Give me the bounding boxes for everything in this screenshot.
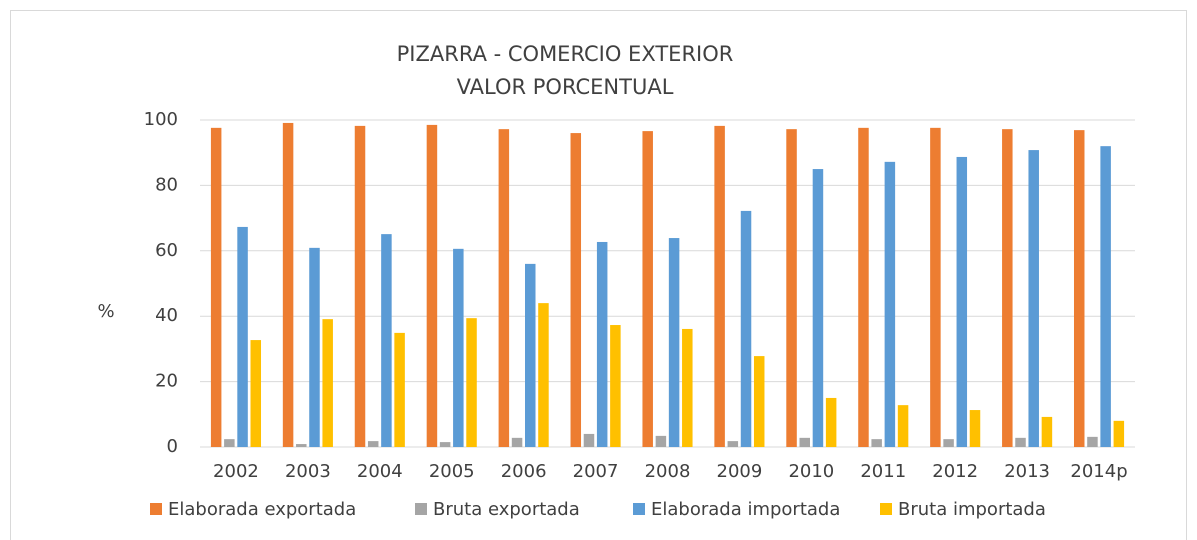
bar — [799, 437, 810, 447]
legend-swatch — [880, 503, 892, 515]
bar — [1113, 420, 1125, 447]
legend-swatch — [415, 503, 427, 515]
x-tick-label: 2006 — [501, 461, 547, 482]
bar — [224, 439, 235, 447]
x-tick-label: 2002 — [213, 461, 259, 482]
bar — [453, 248, 464, 447]
x-tick-label: 2013 — [1004, 461, 1050, 482]
bar — [570, 133, 582, 447]
bar — [583, 433, 595, 447]
x-tick-label: 2005 — [429, 461, 475, 482]
bar — [1028, 150, 1039, 448]
bar — [210, 127, 222, 448]
x-tick-label: 2014p — [1070, 461, 1127, 482]
bar — [1002, 129, 1013, 447]
bar — [682, 328, 693, 447]
bar — [1041, 416, 1053, 447]
bar — [858, 127, 869, 448]
bar — [538, 303, 549, 447]
legend-label: Elaborada importada — [651, 499, 840, 520]
bar — [956, 156, 968, 448]
bar — [466, 318, 477, 447]
bar — [296, 444, 307, 447]
bar — [439, 442, 451, 447]
bar — [309, 247, 320, 447]
y-tick-label: 0 — [167, 436, 178, 457]
bar — [825, 397, 837, 447]
legend-swatch — [150, 503, 162, 515]
bar — [753, 356, 765, 447]
x-tick-label: 2008 — [645, 461, 691, 482]
bar — [237, 226, 248, 447]
bar — [655, 435, 667, 447]
x-tick-label: 2011 — [860, 461, 906, 482]
bar — [812, 169, 824, 448]
x-tick-label: 2004 — [357, 461, 403, 482]
x-tick-label: 2007 — [573, 461, 619, 482]
bar — [897, 405, 909, 447]
bar — [642, 131, 653, 448]
bar — [282, 122, 294, 448]
bar — [250, 340, 262, 447]
bar — [525, 263, 536, 447]
bar — [354, 125, 366, 448]
bar — [969, 410, 981, 447]
bar — [511, 437, 523, 447]
x-tick-label: 2009 — [717, 461, 763, 482]
bar — [1073, 130, 1085, 447]
bar — [610, 325, 621, 447]
x-tick-label: 2003 — [285, 461, 331, 482]
y-tick-label: 40 — [155, 305, 178, 326]
bar — [943, 439, 954, 447]
bar — [727, 441, 739, 447]
bar — [498, 129, 510, 447]
bar — [322, 319, 333, 447]
y-tick-label: 80 — [155, 174, 178, 195]
legend-swatch — [633, 503, 645, 515]
bar — [668, 238, 680, 447]
bar — [394, 332, 405, 447]
chart-title: PIZARRA - COMERCIO EXTERIOR — [397, 42, 734, 66]
bar — [1015, 437, 1026, 447]
bar — [740, 210, 752, 447]
bar — [714, 125, 725, 448]
bar — [367, 441, 379, 447]
bar — [871, 439, 882, 447]
legend-label: Bruta importada — [898, 499, 1046, 520]
y-tick-label: 60 — [155, 240, 178, 261]
y-tick-label: 100 — [144, 109, 178, 130]
x-tick-label: 2012 — [932, 461, 978, 482]
legend-label: Bruta exportada — [433, 499, 580, 520]
bar — [884, 161, 896, 447]
bar — [426, 124, 438, 447]
bar — [381, 234, 392, 447]
y-tick-label: 20 — [155, 371, 178, 392]
x-tick-label: 2010 — [788, 461, 834, 482]
bar — [1087, 436, 1098, 447]
bar — [1100, 146, 1111, 447]
bar — [596, 241, 608, 447]
y-axis-label: % — [97, 301, 114, 322]
bar — [930, 127, 941, 448]
legend-label: Elaborada exportada — [168, 499, 356, 520]
chart-subtitle: VALOR PORCENTUAL — [457, 75, 674, 99]
bar — [786, 129, 797, 447]
